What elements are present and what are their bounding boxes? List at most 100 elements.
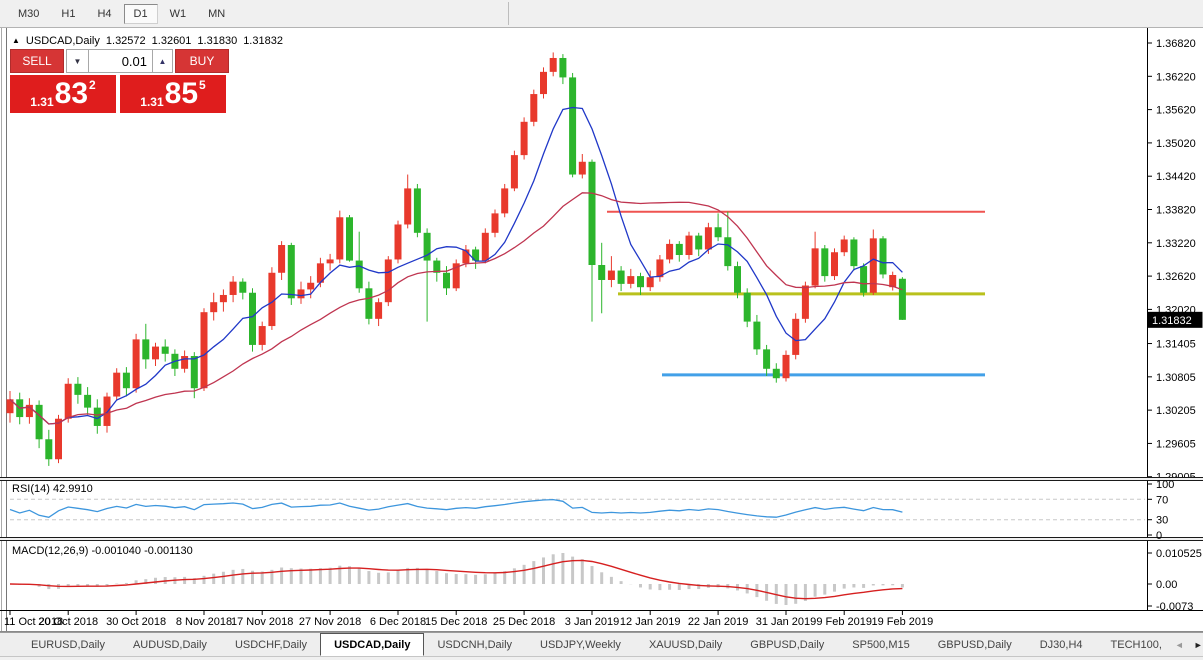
candle-body [607, 270, 615, 280]
volume-increase-button[interactable]: ▲ [152, 49, 173, 73]
toolbar-separator [508, 2, 509, 25]
timeframe-button-h4[interactable]: H4 [97, 7, 112, 20]
candle-body [520, 121, 528, 156]
candle-body [375, 302, 383, 319]
current-price-tag [1147, 311, 1203, 328]
date-axis-label: 31 Jan 2019 [756, 616, 817, 628]
tab-sp500-m15[interactable]: SP500,M15 [852, 638, 910, 651]
candle-body [142, 339, 150, 360]
candle-body [84, 394, 92, 408]
timeframe-button-m30[interactable]: M30 [18, 7, 40, 20]
buy-button[interactable]: BUY [175, 49, 229, 73]
candle-body [578, 161, 586, 175]
candle-body [675, 243, 683, 256]
candle-body [219, 294, 227, 303]
candle-body [840, 239, 848, 253]
tab-dj30-h4[interactable]: DJ30,H4 [1039, 638, 1083, 651]
sell-price-panel[interactable]: 1.31 83 2 [10, 75, 116, 113]
date-axis-label: 8 Nov 2018 [176, 616, 232, 628]
chart-tabs-bar: EURUSD,Daily AUDUSD,Daily USDCHF,Daily USDC… [0, 632, 1203, 656]
date-axis-label: 6 Dec 2018 [370, 616, 426, 628]
chart-canvas[interactable]: 1.36820 1.36220 1.35620 1.35020 1.34420 1.338… [0, 28, 1203, 632]
candle-body [55, 418, 62, 460]
candle-body [481, 232, 489, 261]
quote-open: 1.32572 [105, 35, 146, 47]
buy-price-sup: 5 [199, 78, 206, 92]
price-axis-label: 1.30205 [1156, 405, 1196, 417]
candle-body [510, 155, 518, 189]
tab-usdchf-daily[interactable]: USDCHF,Daily [234, 638, 308, 651]
price-axis-label: 1.36220 [1156, 71, 1196, 83]
candle-body [210, 302, 218, 313]
candle-body [540, 71, 547, 95]
buy-price-panel[interactable]: 1.31 85 5 [120, 75, 226, 113]
candle-body [472, 249, 480, 261]
candle-body [666, 243, 674, 260]
chevron-down-icon: ▼ [73, 56, 82, 66]
candle-body [433, 260, 441, 273]
price-axis-label: 1.30805 [1156, 372, 1196, 384]
candle-body [103, 396, 111, 426]
candle-body [831, 252, 838, 277]
timeframe-button-w1[interactable]: W1 [169, 7, 187, 20]
price-axis-label: 1.29605 [1156, 438, 1196, 450]
collapse-triangle-icon[interactable]: ▲ [12, 36, 20, 45]
candle-body [307, 282, 315, 290]
tab-gbpusd-daily[interactable]: GBPUSD,Daily [750, 638, 825, 651]
candle-body [443, 272, 450, 289]
candle-body [559, 57, 567, 78]
sell-price-big: 83 [54, 77, 89, 110]
volume-decrease-button[interactable]: ▼ [66, 49, 89, 73]
candle-body [239, 281, 247, 293]
chart-symbol-label: USDCAD,Daily [25, 35, 100, 47]
candle-body [113, 372, 121, 397]
candle-body [646, 277, 654, 288]
date-axis-label: 30 Oct 2018 [106, 616, 166, 628]
timeframe-button-h1[interactable]: H1 [61, 7, 76, 20]
volume-input[interactable] [89, 49, 152, 73]
tab-tech100[interactable]: TECH100, [1110, 638, 1162, 651]
sell-button[interactable]: SELL [10, 49, 64, 73]
tab-gbpusd-daily[interactable]: GBPUSD,Daily [937, 638, 1012, 651]
candle-body [753, 321, 761, 350]
candle-body [811, 248, 819, 286]
candle-body [268, 272, 276, 327]
candle-body [316, 263, 324, 283]
sell-price-prefix: 1.31 [30, 95, 54, 109]
candle-body [801, 285, 809, 319]
splitter-rsi-macd[interactable] [0, 537, 1203, 541]
candle-body [346, 217, 353, 261]
candle-body [413, 188, 421, 233]
tab-usdjpy-weekly[interactable]: USDJPY,Weekly [540, 638, 621, 651]
timeframe-button-mn[interactable]: MN [208, 7, 226, 20]
macd-signal-line [9, 559, 903, 600]
tab-usdcnh-daily[interactable]: USDCNH,Daily [437, 638, 513, 651]
candlesticks [6, 52, 906, 466]
macd-axis-label: 0.010525 [1156, 548, 1202, 560]
date-axis-label: 22 Jan 2019 [688, 616, 749, 628]
candle-body [695, 235, 703, 250]
date-axis-label: 11 Oct 2018 [4, 616, 63, 628]
tab-eurusd-daily[interactable]: EURUSD,Daily [31, 638, 105, 651]
price-axis-label: 1.32620 [1156, 271, 1196, 283]
price-axis-label: 1.34420 [1156, 171, 1196, 183]
timeframe-toolbar: M30 H1 H4 D1 W1 MN [0, 0, 1203, 28]
candle-body [122, 372, 130, 389]
candle-body [278, 245, 286, 273]
tab-audusd-daily[interactable]: AUDUSD,Daily [132, 638, 207, 651]
candle-body [200, 312, 208, 389]
tab-usdcad-daily[interactable]: USDCAD,Daily [320, 633, 425, 656]
tabs-scroll-right-icon[interactable]: ► [1193, 639, 1203, 650]
candle-body [850, 239, 858, 267]
sell-price-sup: 2 [89, 78, 96, 92]
candle-body [404, 188, 412, 225]
candle-body [384, 259, 392, 303]
timeframe-button-d1[interactable]: D1 [123, 3, 158, 24]
tab-xauusd-daily[interactable]: XAUUSD,Daily [648, 638, 723, 651]
tabs-scroll-left-icon[interactable]: ◄ [1174, 639, 1184, 650]
candle-body [627, 276, 635, 284]
splitter-main-rsi[interactable] [0, 477, 1203, 481]
horizontal-lines[interactable] [607, 210, 985, 377]
chart-title: ▲ USDCAD,Daily 1.32572 1.32601 1.31830 1… [12, 35, 283, 47]
chart-window: 1.36820 1.36220 1.35620 1.35020 1.34420 1.338… [0, 28, 1203, 632]
